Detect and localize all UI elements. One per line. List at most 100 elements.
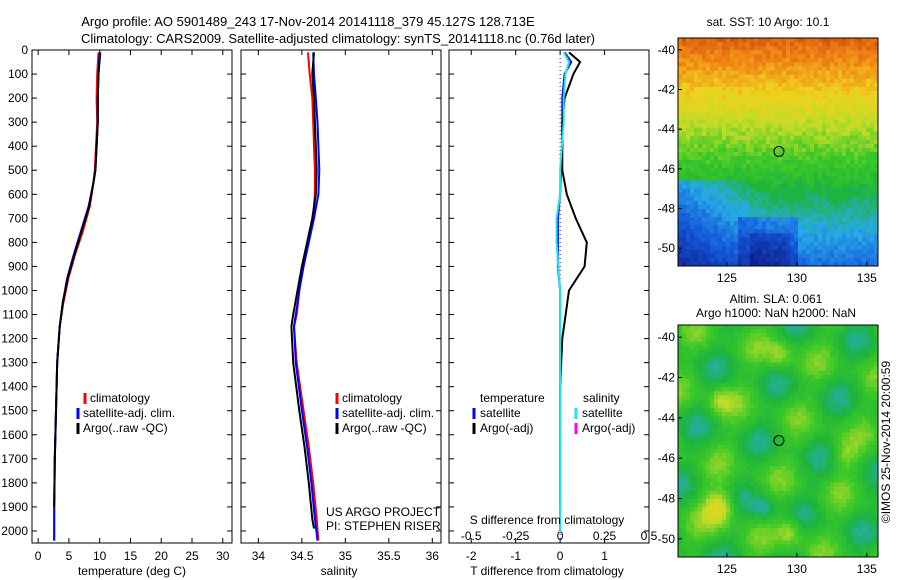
map-cell [798,474,803,479]
map-cell [766,192,771,198]
map-cell [742,387,747,392]
map-cell [714,90,719,96]
map-cell [682,453,687,459]
map-cell [834,42,839,47]
sst-map-grid [678,38,879,267]
map-cell [790,82,795,88]
map-cell [706,200,711,206]
map-cell [818,204,823,210]
map-cell [678,261,683,267]
map-cell [766,135,771,141]
map-cell [794,204,799,210]
map-cell [842,329,847,334]
map-cell [866,50,871,55]
map-cell [870,147,875,153]
map-cell [826,123,831,129]
map-cell [822,82,827,88]
lon-tick-label: 130 [787,271,807,285]
map-cell [838,147,843,153]
map-cell [770,176,775,181]
map-cell [818,395,823,401]
map-cell [770,156,775,161]
map-cell [682,99,687,104]
x-tick-label: 15 [124,549,138,563]
map-cell [758,147,763,153]
map-cell [822,119,827,124]
map-cell [690,115,695,120]
map-cell [758,156,763,161]
map-cell [686,457,691,463]
map-cell [734,432,739,438]
map-cell [850,370,855,376]
map-cell [726,196,731,202]
map-cell [850,362,855,367]
map-cell [870,354,875,359]
map-cell [862,261,867,267]
map-cell [762,453,767,459]
map-cell [842,383,847,388]
map-cell [770,103,775,108]
map-cell [822,333,827,338]
map-cell [734,470,739,475]
map-cell [794,325,799,330]
map-cell [754,50,759,55]
map-cell [738,341,743,347]
map-cell [866,62,871,67]
map-cell [774,261,779,267]
map-cell [786,82,791,88]
map-cell [694,395,699,401]
map-cell [782,329,787,334]
map-cell [758,345,763,351]
map-cell [866,261,871,267]
map-cell [746,453,751,459]
map-cell [762,58,767,63]
map-cell [862,119,867,124]
map-cell [870,333,875,338]
map-cell [858,337,863,343]
map-cell [770,225,775,230]
map-cell [710,482,715,488]
map-cell [866,184,871,190]
map-cell [770,95,775,100]
map-cell [690,362,695,367]
map-cell [770,38,775,43]
x-tick-label: 35 [339,549,353,563]
map-cell [810,416,815,421]
map-cell [850,74,855,80]
map-cell [742,432,747,438]
map-cell [838,99,843,104]
map-cell [702,349,707,355]
map-cell [762,70,767,76]
map-cell [870,337,875,343]
map-cell [714,474,719,479]
map-cell [834,213,839,218]
map-cell [714,184,719,190]
map-cell [734,337,739,343]
map-cell [694,432,699,438]
map-cell [874,358,879,363]
map-cell [698,329,703,334]
map-cell [682,474,687,479]
map-cell [794,349,799,355]
map-cell [858,127,863,133]
map-cell [726,58,731,63]
map-cell [810,383,815,388]
map-cell [718,461,723,467]
map-cell [754,245,759,251]
map-cell [770,345,775,351]
map-cell [726,345,731,351]
map-cell [730,143,735,149]
map-cell [822,38,827,43]
map-cell [790,38,795,43]
map-cell [730,378,735,384]
map-cell [858,412,863,417]
map-cell [794,257,799,263]
map-cell [850,54,855,59]
map-cell [858,196,863,202]
map-cell [702,237,707,243]
map-cell [710,333,715,338]
map-cell [826,152,831,157]
map-cell [850,387,855,392]
map-cell [758,374,763,380]
map-cell [766,225,771,230]
